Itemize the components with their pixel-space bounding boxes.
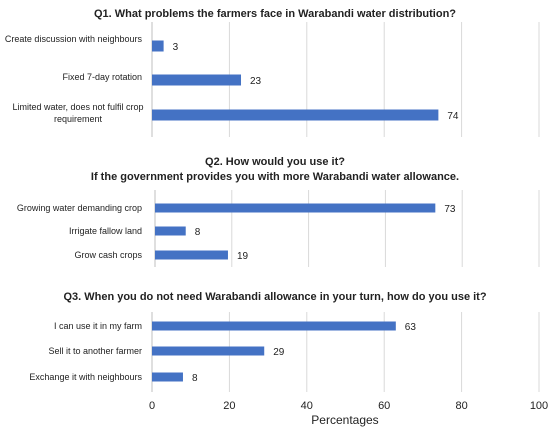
x-tick-label: 80 bbox=[455, 400, 467, 412]
x-tick-label: 0 bbox=[149, 400, 155, 412]
bar bbox=[155, 203, 436, 213]
data-label: 3 bbox=[173, 42, 179, 53]
category-label: Grow cash crops bbox=[74, 250, 142, 260]
panel-3: Q3. When you do not need Warabandi allow… bbox=[29, 291, 548, 427]
x-axis-label: Percentages bbox=[311, 413, 378, 427]
x-tick-label: 40 bbox=[301, 400, 313, 412]
data-label: 29 bbox=[273, 347, 285, 358]
category-label: Sell it to another farmer bbox=[48, 346, 142, 356]
bar bbox=[152, 346, 265, 356]
panel-title: Q3. When you do not need Warabandi allow… bbox=[63, 291, 486, 303]
panel-title: If the government provides you with more… bbox=[91, 171, 459, 183]
panel-title: Q1. What problems the farmers face in Wa… bbox=[94, 8, 456, 20]
x-tick-label: 100 bbox=[530, 400, 548, 412]
x-tick-label: 20 bbox=[223, 400, 235, 412]
panel-title: Q2. How would you use it? bbox=[205, 156, 345, 168]
data-label: 8 bbox=[195, 227, 201, 238]
category-label: I can use it in my farm bbox=[54, 321, 142, 331]
data-label: 73 bbox=[444, 204, 456, 215]
data-label: 8 bbox=[192, 373, 198, 384]
bar bbox=[152, 372, 183, 382]
bar bbox=[152, 109, 439, 121]
category-label: Irrigate fallow land bbox=[69, 226, 142, 236]
data-label: 23 bbox=[250, 76, 262, 87]
data-label: 19 bbox=[237, 251, 249, 262]
category-label: Growing water demanding crop bbox=[17, 203, 142, 213]
category-label: Exchange it with neighbours bbox=[29, 372, 142, 382]
bar bbox=[152, 321, 396, 331]
category-label: Create discussion with neighbours bbox=[5, 34, 143, 44]
bar bbox=[155, 250, 228, 260]
bar bbox=[152, 40, 164, 52]
category-label: Fixed 7-day rotation bbox=[62, 72, 142, 82]
category-label: Limited water, does not fulfil crop requi… bbox=[12, 102, 143, 124]
panel-2: Q2. How would you use it? If the governme… bbox=[17, 156, 540, 267]
x-tick-label: 60 bbox=[378, 400, 390, 412]
panel-1: Q1. What problems the farmers face in Wa… bbox=[5, 8, 540, 137]
bar bbox=[155, 226, 186, 236]
data-label: 74 bbox=[447, 111, 459, 122]
category-label-line: requirement bbox=[54, 114, 103, 124]
bar bbox=[152, 74, 242, 86]
data-label: 63 bbox=[405, 322, 417, 333]
category-label-line: Limited water, does not fulfil crop bbox=[12, 102, 143, 112]
